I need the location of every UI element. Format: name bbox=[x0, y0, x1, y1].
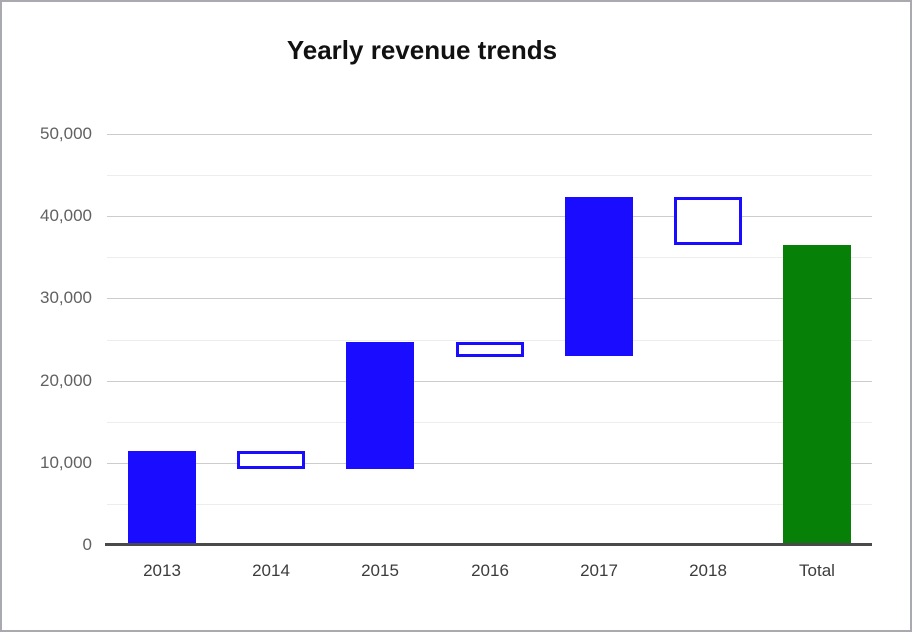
x-axis-tick-label: 2014 bbox=[252, 561, 290, 580]
minor-gridline bbox=[107, 504, 872, 505]
bar-total[interactable] bbox=[783, 245, 851, 545]
minor-gridline bbox=[107, 422, 872, 423]
minor-gridline bbox=[107, 257, 872, 258]
y-axis-tick-label: 40,000 bbox=[40, 206, 92, 225]
major-gridline bbox=[107, 298, 872, 299]
bar-2017[interactable] bbox=[565, 197, 633, 356]
major-gridline bbox=[107, 134, 872, 135]
minor-gridline bbox=[107, 175, 872, 176]
minor-gridline bbox=[107, 340, 872, 341]
bar-2018[interactable] bbox=[674, 197, 742, 245]
x-axis-tick-label: 2016 bbox=[471, 561, 509, 580]
bar-2016[interactable] bbox=[456, 342, 524, 357]
chart-title: Yearly revenue trends bbox=[286, 35, 558, 65]
x-axis-tick-label: 2015 bbox=[361, 561, 399, 580]
major-gridline bbox=[107, 381, 872, 382]
x-axis-line bbox=[105, 543, 872, 546]
major-gridline bbox=[107, 463, 872, 464]
bar-2014[interactable] bbox=[237, 451, 305, 469]
x-axis-tick-label: Total bbox=[799, 561, 835, 580]
y-axis-tick-label: 50,000 bbox=[40, 124, 92, 143]
major-gridline bbox=[107, 216, 872, 217]
y-axis-tick-label: 0 bbox=[82, 535, 92, 554]
bar-2013[interactable] bbox=[128, 451, 196, 545]
y-axis-tick-label: 30,000 bbox=[40, 288, 92, 307]
x-axis-tick-label: 2013 bbox=[143, 561, 181, 580]
x-axis-tick-label: 2017 bbox=[580, 561, 618, 580]
x-axis-tick-label: 2018 bbox=[689, 561, 727, 580]
y-axis-tick-label: 10,000 bbox=[40, 453, 92, 472]
y-axis-tick-label: 20,000 bbox=[40, 371, 92, 390]
bar-2015[interactable] bbox=[346, 342, 414, 469]
